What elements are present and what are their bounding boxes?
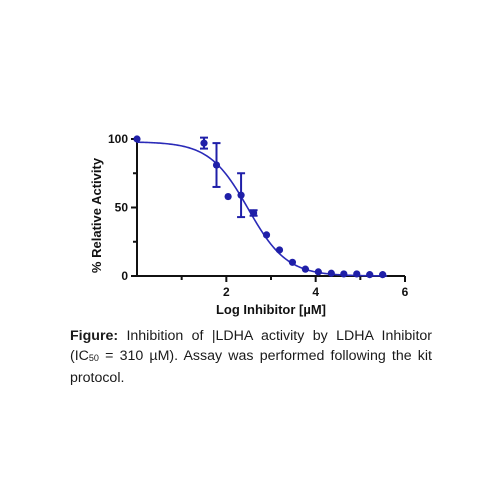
- data-point: [288, 258, 297, 266]
- data-point: [301, 265, 309, 273]
- y-tick-label: 100: [108, 132, 128, 146]
- axes: [131, 138, 406, 282]
- x-tick-label: 4: [312, 285, 319, 299]
- chart-area: 2 4 6 0 50 100 Log Inhibitor [µM] % Relative Ac…: [89, 132, 409, 317]
- y-tick-label: 0: [121, 269, 128, 283]
- data-point: [212, 161, 221, 169]
- x-axis-title: Log Inhibitor [µM]: [216, 302, 326, 317]
- data-point: [379, 271, 387, 279]
- data-point: [249, 209, 258, 217]
- fit-curve-group: [136, 141, 388, 277]
- data-point: [262, 231, 271, 239]
- data-point: [353, 270, 361, 278]
- data-points: [133, 135, 387, 279]
- caption-label: Figure:: [70, 328, 119, 344]
- data-point: [340, 270, 348, 278]
- caption-text-1: Inhibition of |LDHA activity by LDHA Inh…: [70, 328, 432, 364]
- dose-response-chart: 2 4 6 0 50 100 Log Inhibitor [µM] % Relative Ac…: [89, 132, 409, 317]
- x-tick-label: 2: [223, 285, 230, 299]
- data-point: [200, 139, 208, 147]
- caption-text-2: = 310 µM). Assay was performed following…: [70, 348, 432, 386]
- data-point: [275, 246, 284, 254]
- axis-labels: 2 4 6 0 50 100 Log Inhibitor [µM] % Relative Ac…: [89, 132, 409, 317]
- data-point: [224, 192, 232, 201]
- fit-curve: [136, 141, 388, 277]
- figure-caption: Figure: Inhibition of |LDHA activity by …: [70, 326, 432, 388]
- data-point: [314, 268, 322, 276]
- data-point: [133, 135, 141, 143]
- x-tick-label: 6: [402, 285, 409, 299]
- data-point: [327, 269, 335, 277]
- y-axis-title: % Relative Activity: [89, 157, 104, 273]
- caption-subscript: 50: [88, 353, 99, 363]
- data-point: [366, 271, 374, 279]
- y-tick-label: 50: [115, 201, 129, 215]
- data-point: [237, 191, 245, 199]
